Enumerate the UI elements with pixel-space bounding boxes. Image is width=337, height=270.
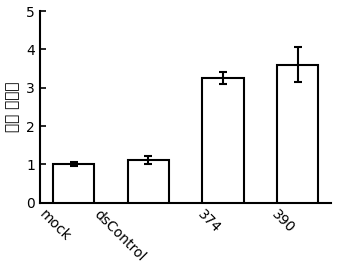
Bar	[128, 160, 169, 203]
Bar	[277, 65, 318, 203]
Bar	[53, 164, 94, 203]
Bar	[203, 78, 244, 203]
Y-axis label: 相对 表达量: 相对 表达量	[5, 82, 21, 132]
